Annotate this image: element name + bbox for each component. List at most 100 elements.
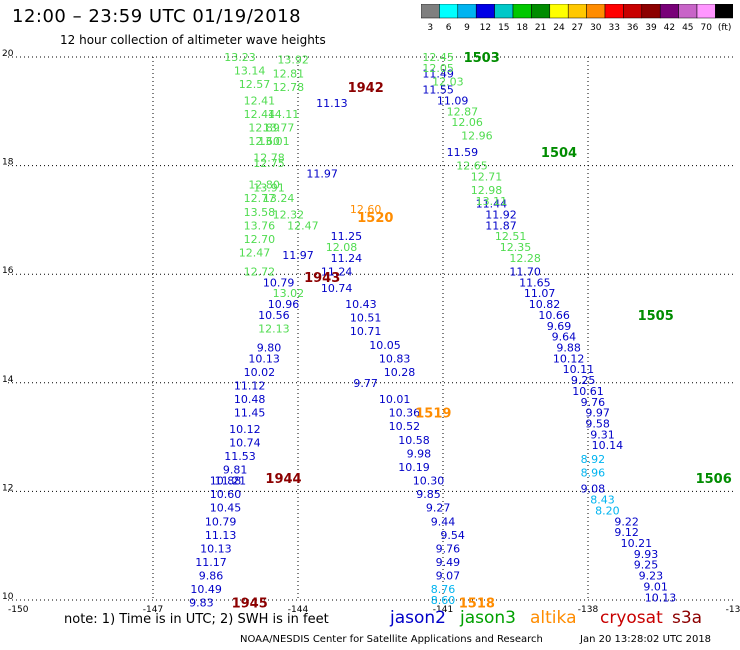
data-point: 10.13 [645, 591, 677, 604]
y-tick-label: 12 [2, 483, 13, 493]
scale-swatch [678, 4, 698, 19]
scale-swatch [549, 4, 569, 19]
scale-swatch [439, 4, 459, 19]
y-tick-label: 16 [2, 266, 14, 276]
data-point: 13.76 [244, 219, 276, 232]
data-point: 8.96 [581, 466, 606, 479]
data-point: 10.56 [258, 309, 290, 322]
data-point: 13.02 [273, 287, 305, 300]
data-point: 9.31 [590, 428, 615, 441]
data-point: 12.47 [287, 219, 319, 232]
data-point: 10.01 [379, 393, 411, 406]
data-point: 12.70 [244, 233, 276, 246]
data-point: 9.12 [614, 526, 639, 539]
data-point: 10.74 [321, 282, 353, 295]
data-point: 11.92 [485, 208, 517, 221]
data-point: 8.43 [590, 494, 615, 507]
scale-label: 6 [446, 23, 452, 33]
data-point: 10.36 [389, 407, 421, 420]
data-point: 12.41 [244, 94, 276, 107]
scale-label: 24 [553, 23, 565, 33]
data-point: 10.12 [553, 352, 585, 365]
data-point: 12.45 [422, 51, 454, 64]
data-point: 10.51 [350, 312, 382, 325]
scale-swatch [567, 4, 587, 19]
data-point: 9.01 [643, 580, 668, 593]
scale-label: 70 [700, 23, 712, 33]
data-point: 12.75 [253, 157, 285, 170]
data-point: 11.70 [509, 265, 541, 278]
data-point: 13.58 [244, 206, 276, 219]
data-point: 14.11 [268, 108, 300, 121]
chart-title: 12:00 – 23:59 UTC 01/19/2018 [12, 6, 302, 27]
data-point: 11.87 [485, 219, 517, 232]
data-point: 9.98 [407, 447, 432, 460]
data-point: 12.03 [432, 75, 464, 88]
data-point: 11.24 [331, 252, 363, 265]
y-tick-label: 18 [2, 158, 14, 168]
data-point: 13.11 [476, 195, 508, 208]
data-point: 10.12 [229, 423, 261, 436]
data-point: 12.65 [456, 160, 488, 173]
data-point: 10.61 [572, 385, 604, 398]
scale-label: 21 [535, 23, 546, 33]
legend-cryosat: cryosat [600, 608, 663, 628]
data-point: 10.43 [345, 298, 377, 311]
scale-label: 39 [645, 23, 657, 33]
data-point: 13.92 [277, 54, 309, 67]
track-label: 1944 [265, 472, 301, 487]
data-point: 12.81 [273, 67, 305, 80]
data-point: 10.88 [210, 475, 242, 488]
scale-swatch [512, 4, 532, 19]
data-point: 11.13 [316, 97, 348, 110]
data-point: 11.09 [437, 94, 469, 107]
data-point: 13.91 [253, 181, 285, 194]
track-label: 1942 [348, 81, 384, 96]
track-label: 1520 [357, 211, 393, 226]
data-point: 10.52 [389, 420, 421, 433]
scale-label: 30 [590, 23, 602, 33]
data-point: 9.27 [426, 502, 451, 515]
scale-swatch [531, 4, 551, 19]
scale-swatch [421, 4, 440, 19]
data-point: 12.98 [471, 184, 503, 197]
data-point: 11.49 [422, 67, 454, 80]
data-point: 11.24 [321, 265, 353, 278]
data-point: 13.23 [224, 51, 256, 64]
scale-swatch [604, 4, 624, 19]
data-point: 9.76 [436, 542, 461, 555]
data-point: 10.96 [268, 298, 300, 311]
data-point: 11.65 [519, 276, 551, 289]
data-point: 11.59 [447, 146, 479, 159]
data-point: 10.45 [210, 502, 242, 515]
data-point: 12.72 [244, 265, 276, 278]
track-label: 1504 [541, 146, 577, 161]
scale-label: 36 [627, 23, 639, 33]
data-point: 12.77 [244, 192, 276, 205]
generated-timestamp: Jan 20 13:28:02 UTC 2018 [580, 634, 712, 645]
color-scale: 3 6 9 12 15 18 21 24 27 30 33 36 39 42 45 70 (ft) [421, 4, 733, 33]
data-point: 9.76 [581, 396, 606, 409]
track-label: 1505 [638, 309, 674, 324]
data-point: 10.19 [398, 461, 430, 474]
scale-swatch [475, 4, 495, 19]
data-point: 9.22 [614, 515, 639, 528]
data-point: 9.44 [431, 515, 456, 528]
data-point: 10.66 [538, 309, 570, 322]
data-point: 12.05 [422, 62, 454, 75]
data-point: 9.08 [581, 483, 606, 496]
data-point: 10.83 [379, 352, 411, 365]
data-point: 12.57 [239, 78, 271, 91]
data-point: 9.88 [556, 342, 581, 355]
x-tick-label: -13 [726, 605, 740, 615]
data-point: 9.25 [634, 559, 659, 572]
data-point: 10.14 [592, 439, 624, 452]
data-point: 11.97 [282, 249, 314, 262]
data-point: 10.71 [350, 325, 382, 338]
scale-label: 3 [427, 23, 433, 33]
data-point: 10.30 [413, 475, 445, 488]
data-point: 12.96 [461, 130, 493, 143]
scale-swatch [457, 4, 477, 19]
chart-subtitle: 12 hour collection of altimeter wave hei… [60, 33, 326, 47]
data-point: 11.55 [422, 84, 454, 97]
